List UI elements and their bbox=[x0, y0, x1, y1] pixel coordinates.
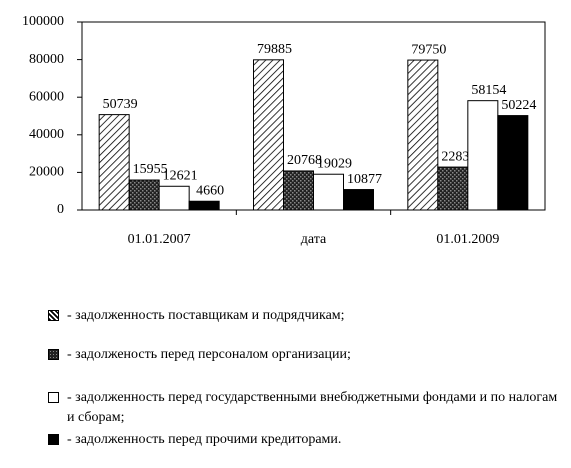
legend-label: - задолженость перед персоналом организа… bbox=[67, 347, 351, 362]
legend-swatch bbox=[48, 392, 59, 403]
y-tick-label: 100000 bbox=[22, 14, 64, 29]
value-label: 10877 bbox=[347, 172, 382, 187]
legend-label: - задолженность перед государственными в… bbox=[67, 390, 558, 425]
legend-item: - задолженность перед прочими кредиторам… bbox=[48, 430, 563, 450]
legend-swatch bbox=[48, 310, 59, 321]
bar bbox=[188, 200, 220, 211]
legend-label: - задолженность поставщикам и подрядчика… bbox=[67, 308, 345, 323]
y-tick-label: 40000 bbox=[29, 127, 64, 142]
value-label: 50739 bbox=[103, 97, 138, 112]
bar bbox=[467, 100, 499, 211]
value-label: 4660 bbox=[196, 183, 224, 198]
bar bbox=[128, 179, 160, 211]
value-label: 50224 bbox=[501, 98, 536, 113]
value-label: 79750 bbox=[411, 42, 446, 57]
x-tick-label: 01.01.2007 bbox=[128, 232, 191, 247]
bar bbox=[158, 185, 190, 211]
value-label: 58154 bbox=[471, 83, 506, 98]
y-tick-label: 0 bbox=[57, 202, 64, 217]
bar bbox=[253, 59, 284, 211]
bar bbox=[283, 170, 314, 211]
legend-swatch bbox=[48, 349, 59, 360]
value-label: 20768 bbox=[287, 153, 322, 168]
bar bbox=[407, 59, 439, 211]
y-tick-label: 20000 bbox=[29, 165, 64, 180]
chart: 0 20000 40000 60000 80000 100000 01.01.2007 507… bbox=[22, 14, 546, 247]
x-tick-label: дата bbox=[301, 232, 327, 247]
legend-item: - задолженность поставщикам и подрядчика… bbox=[48, 306, 563, 326]
bar bbox=[437, 166, 469, 211]
value-label: 19029 bbox=[317, 156, 352, 171]
value-label: 15955 bbox=[133, 162, 168, 177]
legend-swatch bbox=[48, 434, 59, 445]
value-label: 12621 bbox=[163, 168, 198, 183]
y-tick-label: 80000 bbox=[29, 52, 64, 67]
bar bbox=[313, 173, 344, 211]
legend-label: - задолженность перед прочими кредиторам… bbox=[67, 432, 342, 447]
x-tick-label: 01.01.2009 bbox=[436, 232, 499, 247]
bar bbox=[98, 114, 130, 211]
legend-item: - задолженность перед государственными в… bbox=[48, 388, 563, 428]
legend-item: - задолженость перед персоналом организа… bbox=[48, 345, 563, 365]
bar bbox=[343, 189, 374, 211]
value-label: 79885 bbox=[257, 42, 292, 57]
y-tick-label: 60000 bbox=[29, 89, 64, 104]
bar bbox=[497, 115, 529, 211]
